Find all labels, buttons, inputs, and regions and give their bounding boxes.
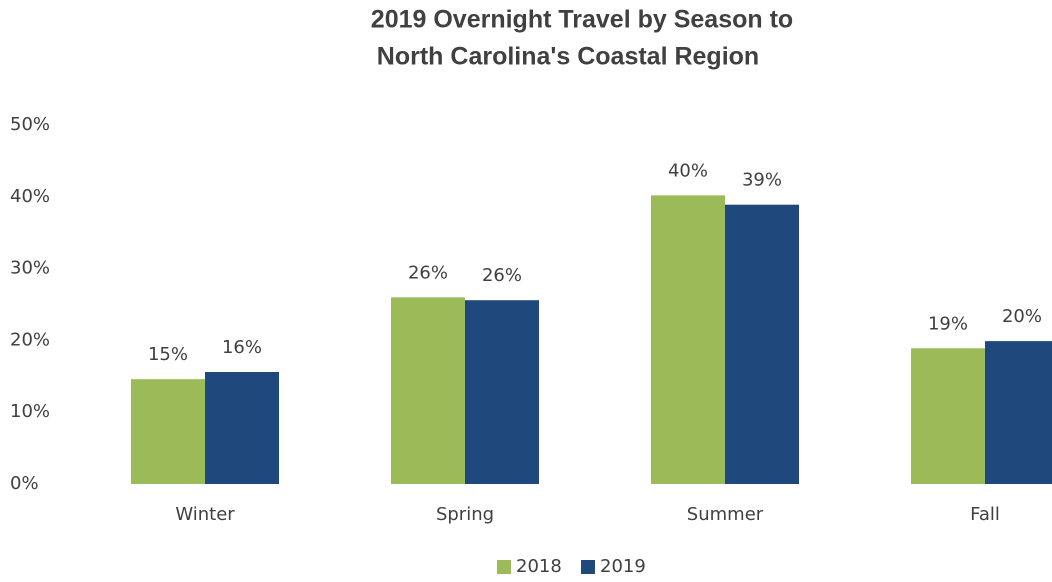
y-tick-label: 20% [10,329,50,350]
x-tick-label: Spring [436,504,494,525]
legend-swatch [581,560,595,574]
y-tick-label: 50% [10,114,50,135]
bar [725,204,799,484]
bar [205,371,279,484]
bar [131,379,205,484]
y-tick-label: 40% [10,186,50,207]
x-tick-label: Fall [970,504,1000,525]
legend-label: 2018 [516,556,562,577]
bar [985,341,1052,484]
legend-swatch [497,560,511,574]
data-label: 19% [928,313,968,334]
bar [391,297,465,484]
x-tick-label: Summer [687,504,764,525]
y-tick-label: 30% [10,258,50,279]
y-tick-label: 0% [10,473,39,494]
y-tick-label: 10% [10,401,50,422]
data-label: 16% [222,337,262,358]
data-label: 26% [408,262,448,283]
legend-label: 2019 [600,556,646,577]
x-tick-label: Winter [175,504,235,525]
data-label: 20% [1002,306,1042,327]
bar [911,348,985,484]
bar [651,195,725,484]
chart-title: North Carolina's Coastal Region [377,43,759,71]
bar [465,300,539,484]
chart-title: 2019 Overnight Travel by Season to [371,6,793,34]
data-label: 39% [742,170,782,191]
data-label: 26% [482,265,522,286]
data-label: 40% [668,160,708,181]
data-label: 15% [148,344,188,365]
